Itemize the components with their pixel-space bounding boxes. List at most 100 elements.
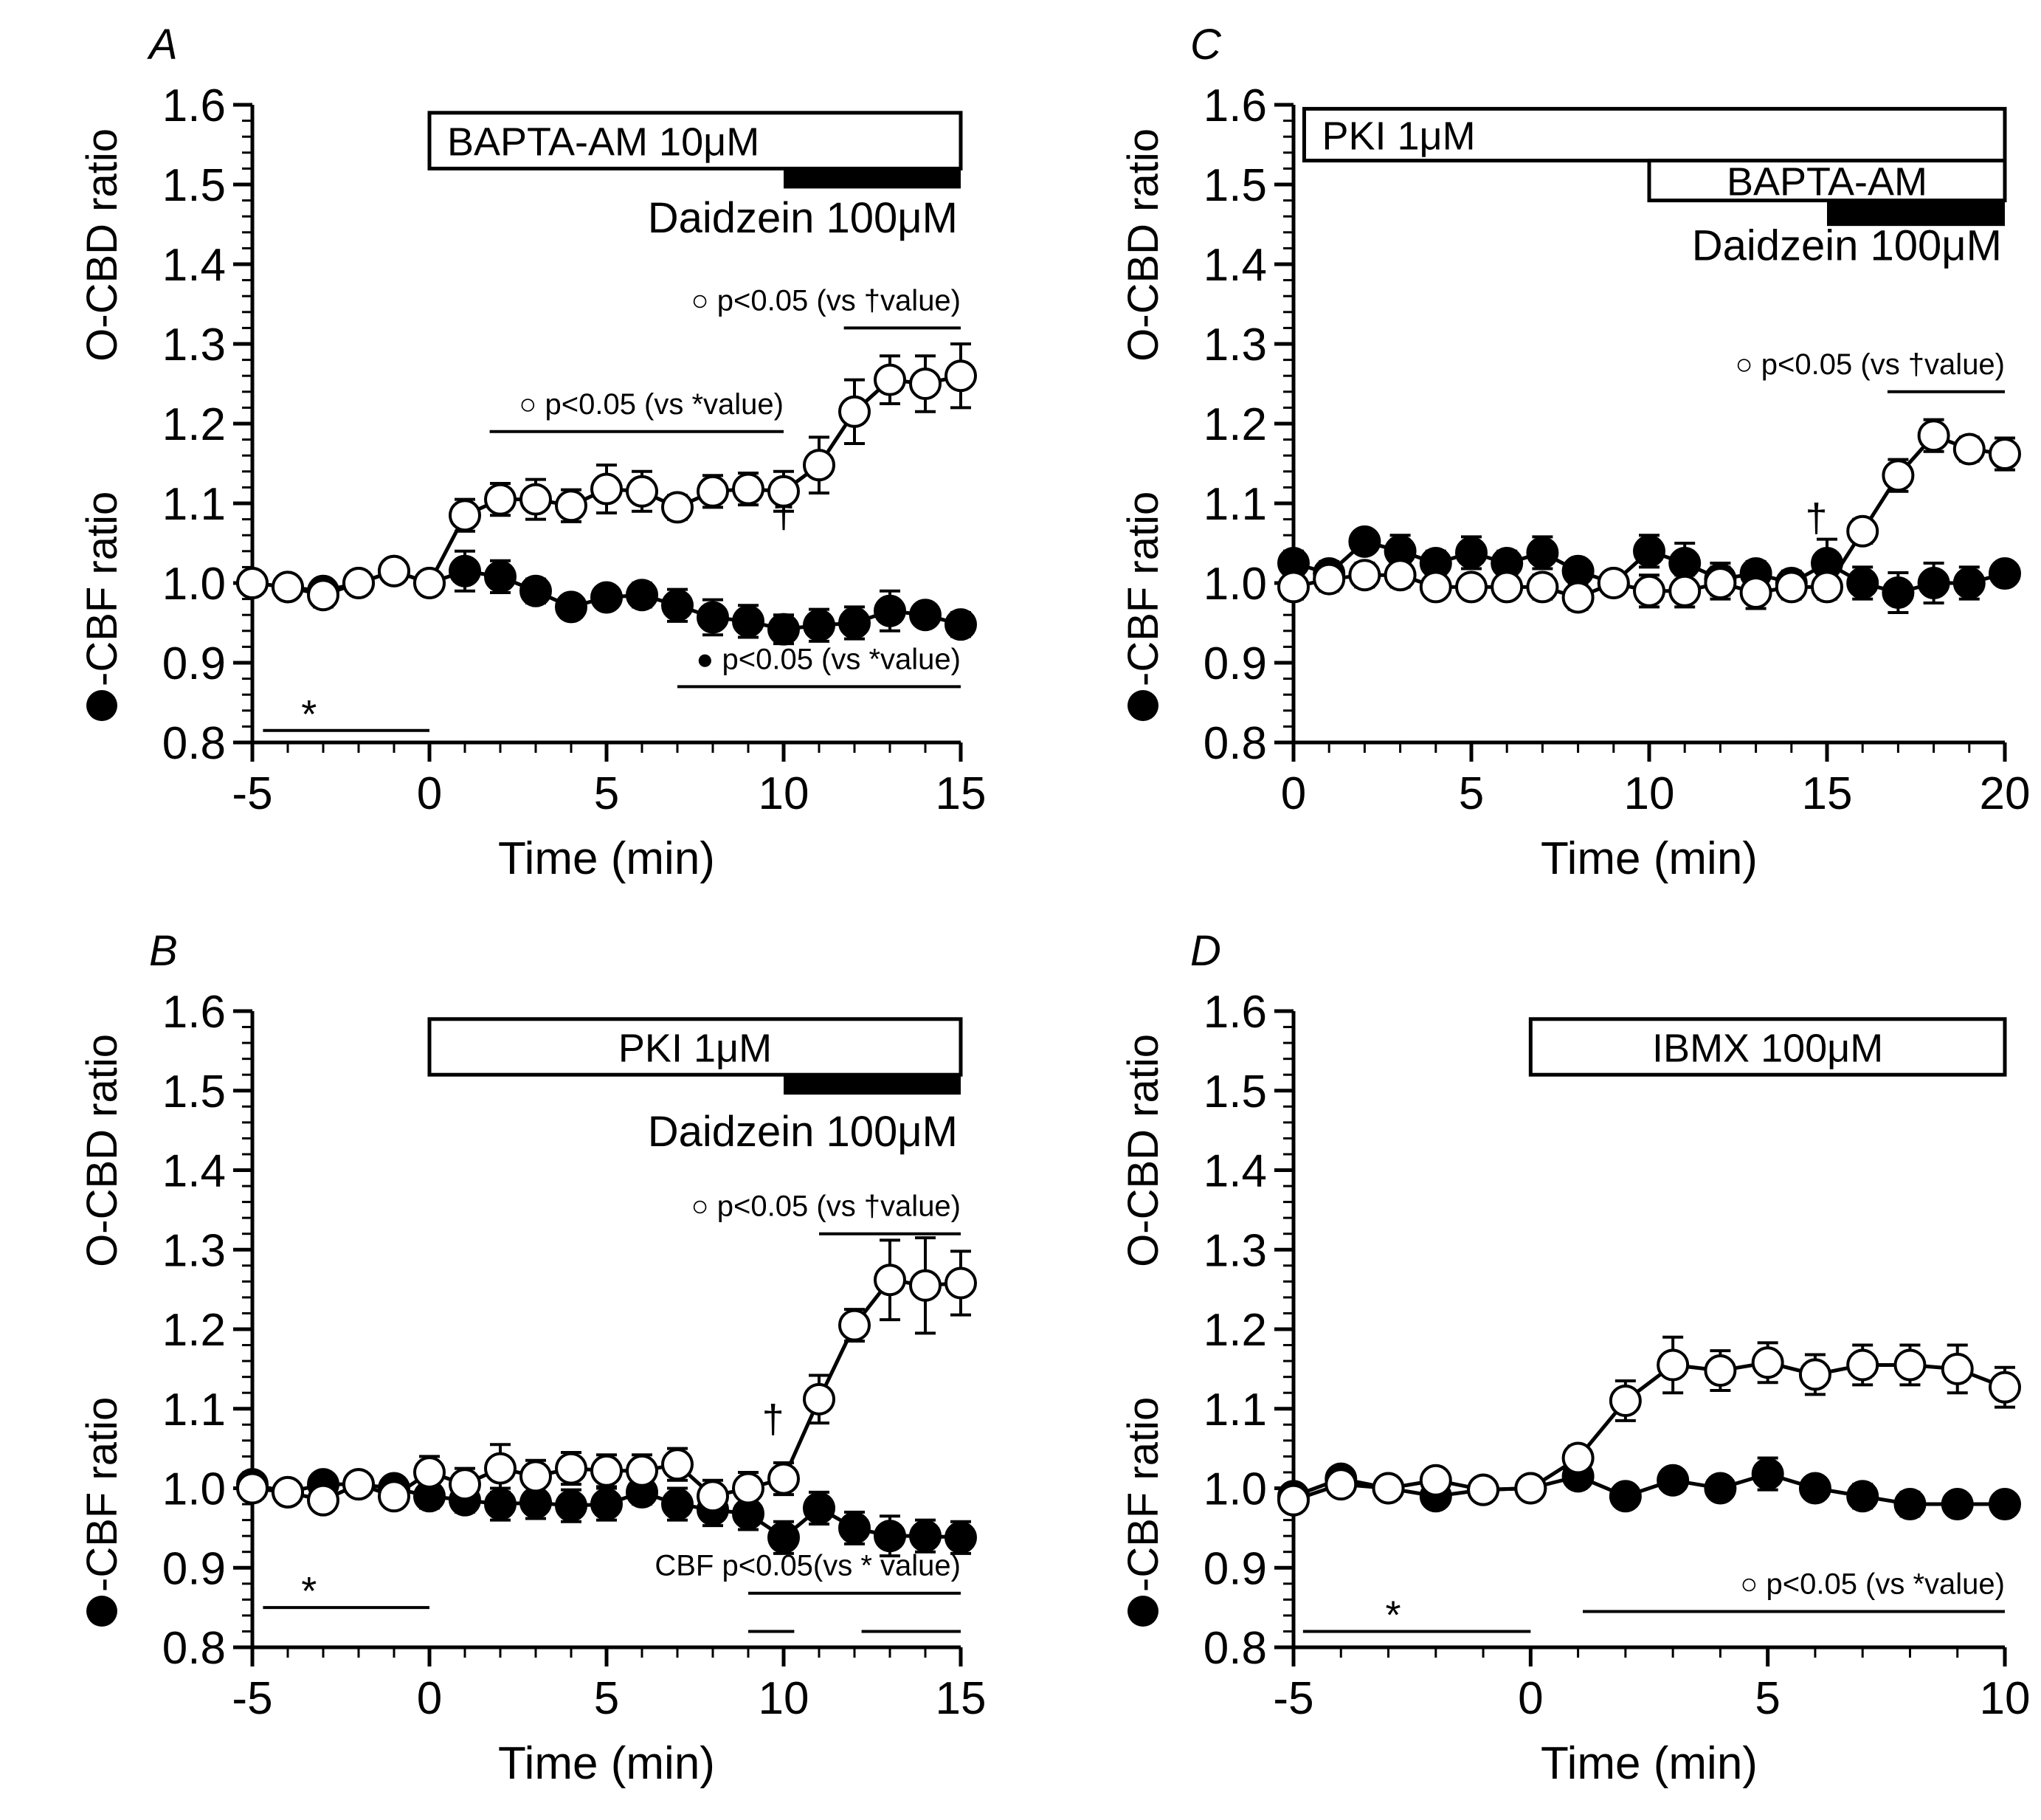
y-tick-label: 0.9 xyxy=(1203,638,1267,689)
data-point xyxy=(661,491,694,524)
x-tick-label: 0 xyxy=(417,768,442,819)
y-tick-label: 0.8 xyxy=(162,1623,226,1674)
treatment-label: Daidzein 100μM xyxy=(648,194,958,242)
data-point xyxy=(1277,1483,1310,1517)
data-point xyxy=(909,1269,942,1302)
significance-label: ○ p<0.05 (vs *value) xyxy=(519,388,784,421)
x-tick-label: 10 xyxy=(1624,768,1675,819)
markers-open xyxy=(1277,1346,2021,1517)
treatment-box xyxy=(1302,106,2007,163)
y-axis-title-filled: -CBF ratio xyxy=(1119,492,1167,686)
data-point xyxy=(1798,1472,1831,1505)
data-point xyxy=(1751,1346,1784,1379)
data-point xyxy=(1989,1371,2021,1404)
treatment-bar xyxy=(784,168,961,189)
data-point xyxy=(874,1264,906,1297)
data-point xyxy=(626,579,658,612)
data-point xyxy=(449,499,481,532)
significance-label: ○ p<0.05 (vs †value) xyxy=(691,1190,961,1223)
significance-label: ● p<0.05 (vs *value) xyxy=(696,643,961,675)
data-point xyxy=(909,1520,942,1553)
data-point xyxy=(1989,557,2021,590)
y-axis-title: -CBF ratio O-CBD ratio xyxy=(1119,1034,1167,1627)
panel-letter: D xyxy=(1190,927,1221,975)
data-point xyxy=(803,1382,835,1416)
data-point xyxy=(1941,1488,1974,1521)
data-point xyxy=(449,1468,481,1501)
treatment-label: PKI 1μM xyxy=(1322,114,1475,159)
y-tick-label: 1.2 xyxy=(162,1305,226,1356)
data-point xyxy=(697,1480,729,1513)
panel-b: B 0.8 0.9 1.0 1.1 1.2 1.3 1.4 1.5 1.6 -5 0 5 10 15 Time… xyxy=(78,927,986,1789)
data-point xyxy=(1846,567,1879,599)
treatment-bar xyxy=(784,1075,961,1095)
markers-open xyxy=(1277,419,2021,614)
y-axis-title-open: O-CBD ratio xyxy=(78,1034,126,1267)
x-tick-label: 0 xyxy=(1518,1673,1543,1724)
data-point xyxy=(484,1452,517,1485)
panel-d: D 0.8 0.9 1.0 1.1 1.2 1.3 1.4 1.5 1.6 -5 0 5 10 Time (… xyxy=(1119,927,2030,1789)
x-tick-label: -5 xyxy=(1273,1673,1313,1724)
y-tick-label: 1.4 xyxy=(162,240,226,291)
data-point xyxy=(590,472,623,506)
data-point xyxy=(767,1521,800,1554)
data-point xyxy=(944,608,977,641)
data-point xyxy=(378,554,410,587)
data-point xyxy=(1893,1488,1927,1521)
data-point xyxy=(626,1454,658,1487)
y-axis-title-open: O-CBD ratio xyxy=(1119,128,1167,362)
treatment-label: BAPTA-AM 10μM xyxy=(447,120,759,165)
data-point xyxy=(1893,1348,1927,1382)
data-point xyxy=(1455,571,1488,604)
y-tick-label: 1.0 xyxy=(1203,1464,1267,1515)
data-point xyxy=(1775,571,1808,604)
data-point xyxy=(555,1489,587,1523)
markers-open xyxy=(236,1264,977,1517)
y-tick-label: 1.1 xyxy=(162,479,226,530)
x-tick-label: 15 xyxy=(936,768,987,819)
treatment-bar xyxy=(1827,200,2005,227)
data-point xyxy=(1704,1472,1737,1505)
y-tick-label: 1.1 xyxy=(1203,1385,1267,1435)
x-tick-label: 5 xyxy=(1755,1673,1780,1724)
data-point xyxy=(1455,536,1488,569)
y-tick-label: 0.9 xyxy=(1203,1543,1267,1594)
data-point xyxy=(342,567,375,599)
significance-label: CBF p<0.05(vs * value) xyxy=(655,1550,961,1582)
data-point xyxy=(803,1492,835,1525)
data-point xyxy=(626,475,658,508)
data-point xyxy=(1348,559,1381,592)
asterisk-mark: * xyxy=(301,1569,317,1613)
data-point xyxy=(1514,1472,1547,1505)
panel-letter: C xyxy=(1190,21,1222,69)
panel-letter: A xyxy=(147,21,178,69)
data-point xyxy=(944,1266,977,1300)
data-point xyxy=(1704,567,1737,599)
data-point xyxy=(484,483,517,516)
data-point xyxy=(1739,576,1772,609)
data-point xyxy=(697,601,729,634)
treatment-label: IBMX 100μM xyxy=(1652,1026,1883,1070)
data-point xyxy=(236,567,269,599)
y-tick-label: 1.5 xyxy=(1203,160,1267,211)
data-point xyxy=(838,395,871,428)
data-point xyxy=(1561,1441,1595,1475)
x-tick-label: 5 xyxy=(594,768,619,819)
data-point xyxy=(555,489,587,523)
data-point xyxy=(1491,571,1524,604)
y-tick-label: 1.6 xyxy=(162,987,226,1038)
data-point xyxy=(1917,419,1950,452)
asterisk-mark: * xyxy=(1385,1593,1401,1637)
data-point xyxy=(732,604,764,638)
x-tick-label: 0 xyxy=(417,1673,442,1724)
y-tick-label: 1.3 xyxy=(162,1225,226,1276)
data-point xyxy=(1313,562,1346,596)
y-tick-label: 1.3 xyxy=(1203,320,1267,370)
markers-open xyxy=(236,359,977,612)
data-point xyxy=(1419,1464,1452,1497)
data-point xyxy=(272,571,304,604)
x-axis-title: Time (min) xyxy=(1541,1738,1758,1789)
y-axis-title-open: O-CBD ratio xyxy=(78,128,126,362)
y-tick-label: 1.2 xyxy=(162,399,226,450)
